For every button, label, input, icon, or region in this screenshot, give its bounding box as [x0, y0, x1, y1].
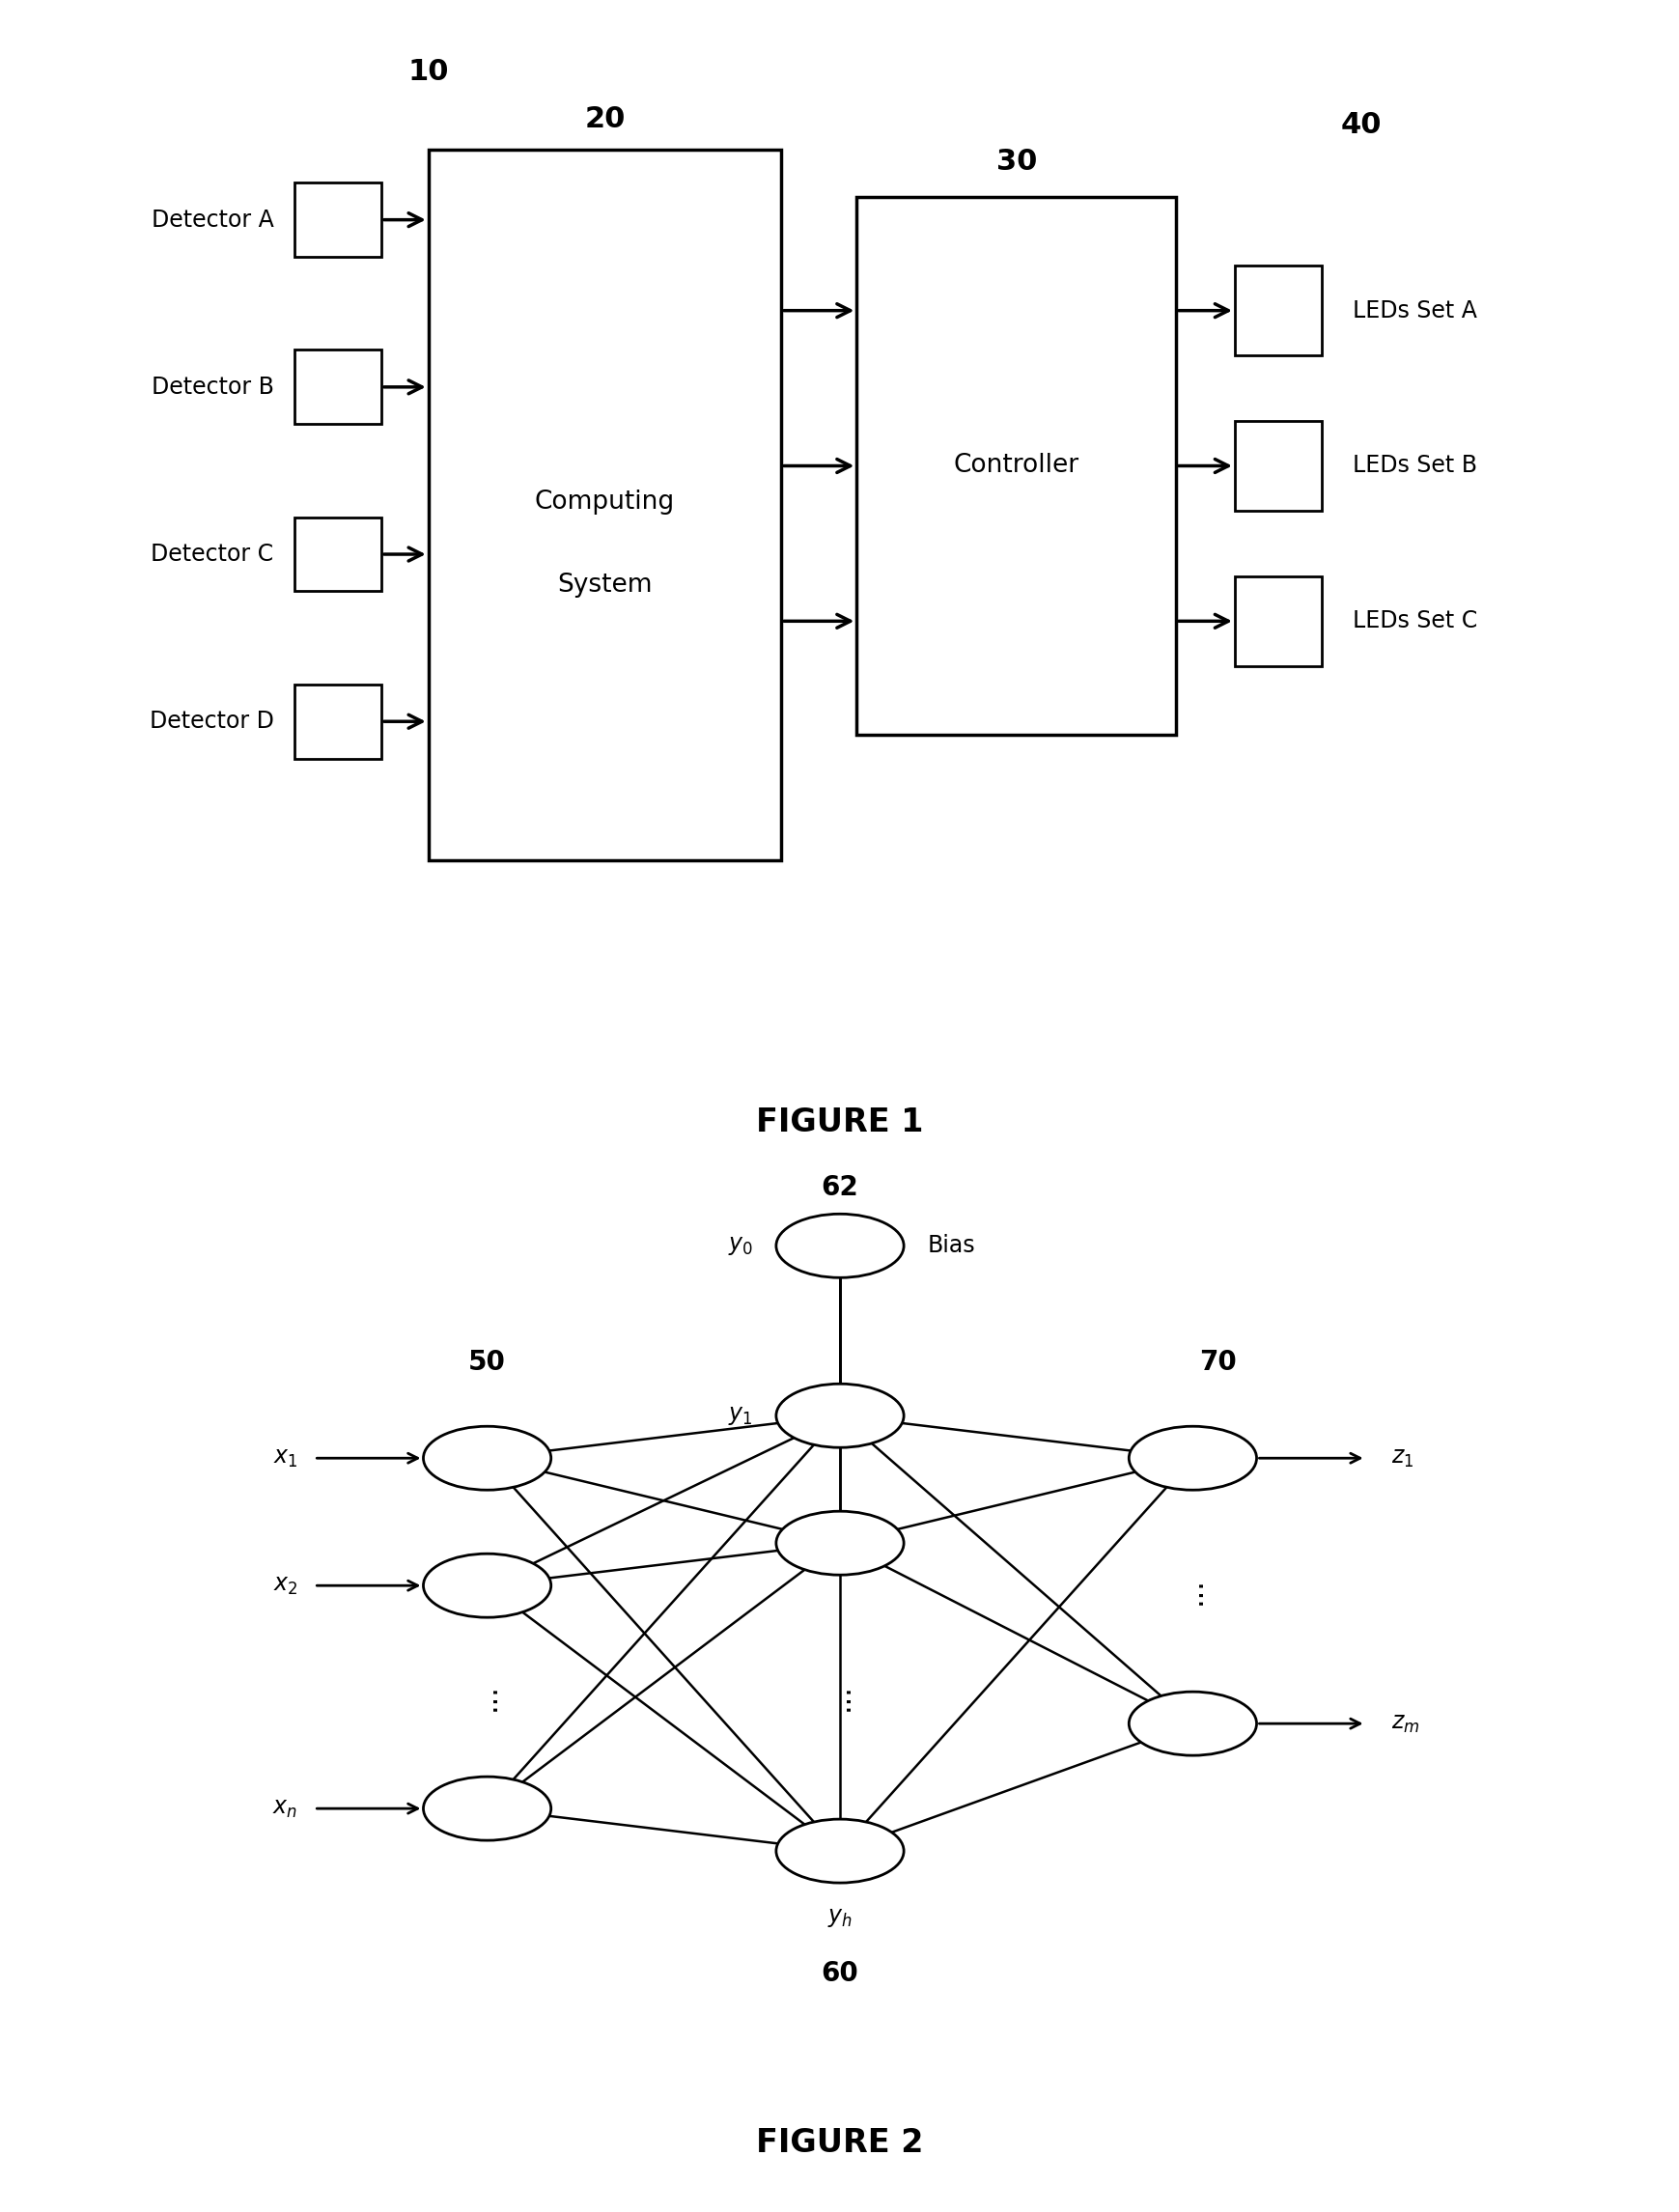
Text: $y_0$: $y_0$	[727, 1234, 752, 1256]
Text: FIGURE 2: FIGURE 2	[756, 2128, 923, 2159]
FancyBboxPatch shape	[294, 518, 381, 591]
Text: $y_h$: $y_h$	[828, 1907, 851, 1929]
Text: 10: 10	[408, 58, 448, 86]
Text: $x_n$: $x_n$	[272, 1796, 297, 1820]
Text: LEDs Set A: LEDs Set A	[1352, 299, 1476, 323]
FancyBboxPatch shape	[1234, 265, 1321, 356]
Text: 70: 70	[1199, 1349, 1236, 1376]
Ellipse shape	[423, 1553, 551, 1617]
Text: LEDs Set C: LEDs Set C	[1352, 611, 1476, 633]
Ellipse shape	[776, 1818, 903, 1882]
Text: Computing: Computing	[534, 489, 675, 513]
FancyBboxPatch shape	[294, 184, 381, 257]
FancyBboxPatch shape	[294, 349, 381, 425]
Text: 62: 62	[821, 1175, 858, 1201]
Ellipse shape	[776, 1385, 903, 1447]
Text: ...: ...	[1179, 1577, 1206, 1606]
Ellipse shape	[423, 1427, 551, 1491]
Text: Detector A: Detector A	[151, 208, 274, 232]
Text: 40: 40	[1340, 111, 1380, 139]
Text: FIGURE 1: FIGURE 1	[756, 1106, 923, 1139]
Text: Bias: Bias	[927, 1234, 975, 1256]
Text: 50: 50	[468, 1349, 505, 1376]
FancyBboxPatch shape	[428, 150, 781, 860]
Ellipse shape	[1128, 1692, 1256, 1756]
FancyBboxPatch shape	[294, 684, 381, 759]
Ellipse shape	[1128, 1427, 1256, 1491]
Ellipse shape	[423, 1776, 551, 1840]
Ellipse shape	[776, 1511, 903, 1575]
Text: 20: 20	[584, 106, 625, 133]
Text: Controller: Controller	[954, 453, 1078, 478]
Text: Detector C: Detector C	[151, 542, 274, 566]
Text: 30: 30	[996, 148, 1036, 175]
Text: Detector B: Detector B	[151, 376, 274, 398]
Text: LEDs Set B: LEDs Set B	[1352, 453, 1476, 478]
Text: $x_1$: $x_1$	[272, 1447, 297, 1469]
Text: 60: 60	[821, 1960, 858, 1986]
FancyBboxPatch shape	[1234, 577, 1321, 666]
Text: $z_m$: $z_m$	[1390, 1712, 1419, 1734]
FancyBboxPatch shape	[1234, 420, 1321, 511]
Text: $z_1$: $z_1$	[1390, 1447, 1412, 1469]
FancyBboxPatch shape	[856, 197, 1175, 734]
Text: ...: ...	[473, 1683, 500, 1712]
Text: Detector D: Detector D	[149, 710, 274, 732]
Text: $x_2$: $x_2$	[272, 1575, 297, 1597]
Ellipse shape	[776, 1214, 903, 1279]
Text: System: System	[557, 573, 651, 597]
Text: $y_1$: $y_1$	[727, 1405, 752, 1427]
Text: ...: ...	[826, 1683, 853, 1712]
